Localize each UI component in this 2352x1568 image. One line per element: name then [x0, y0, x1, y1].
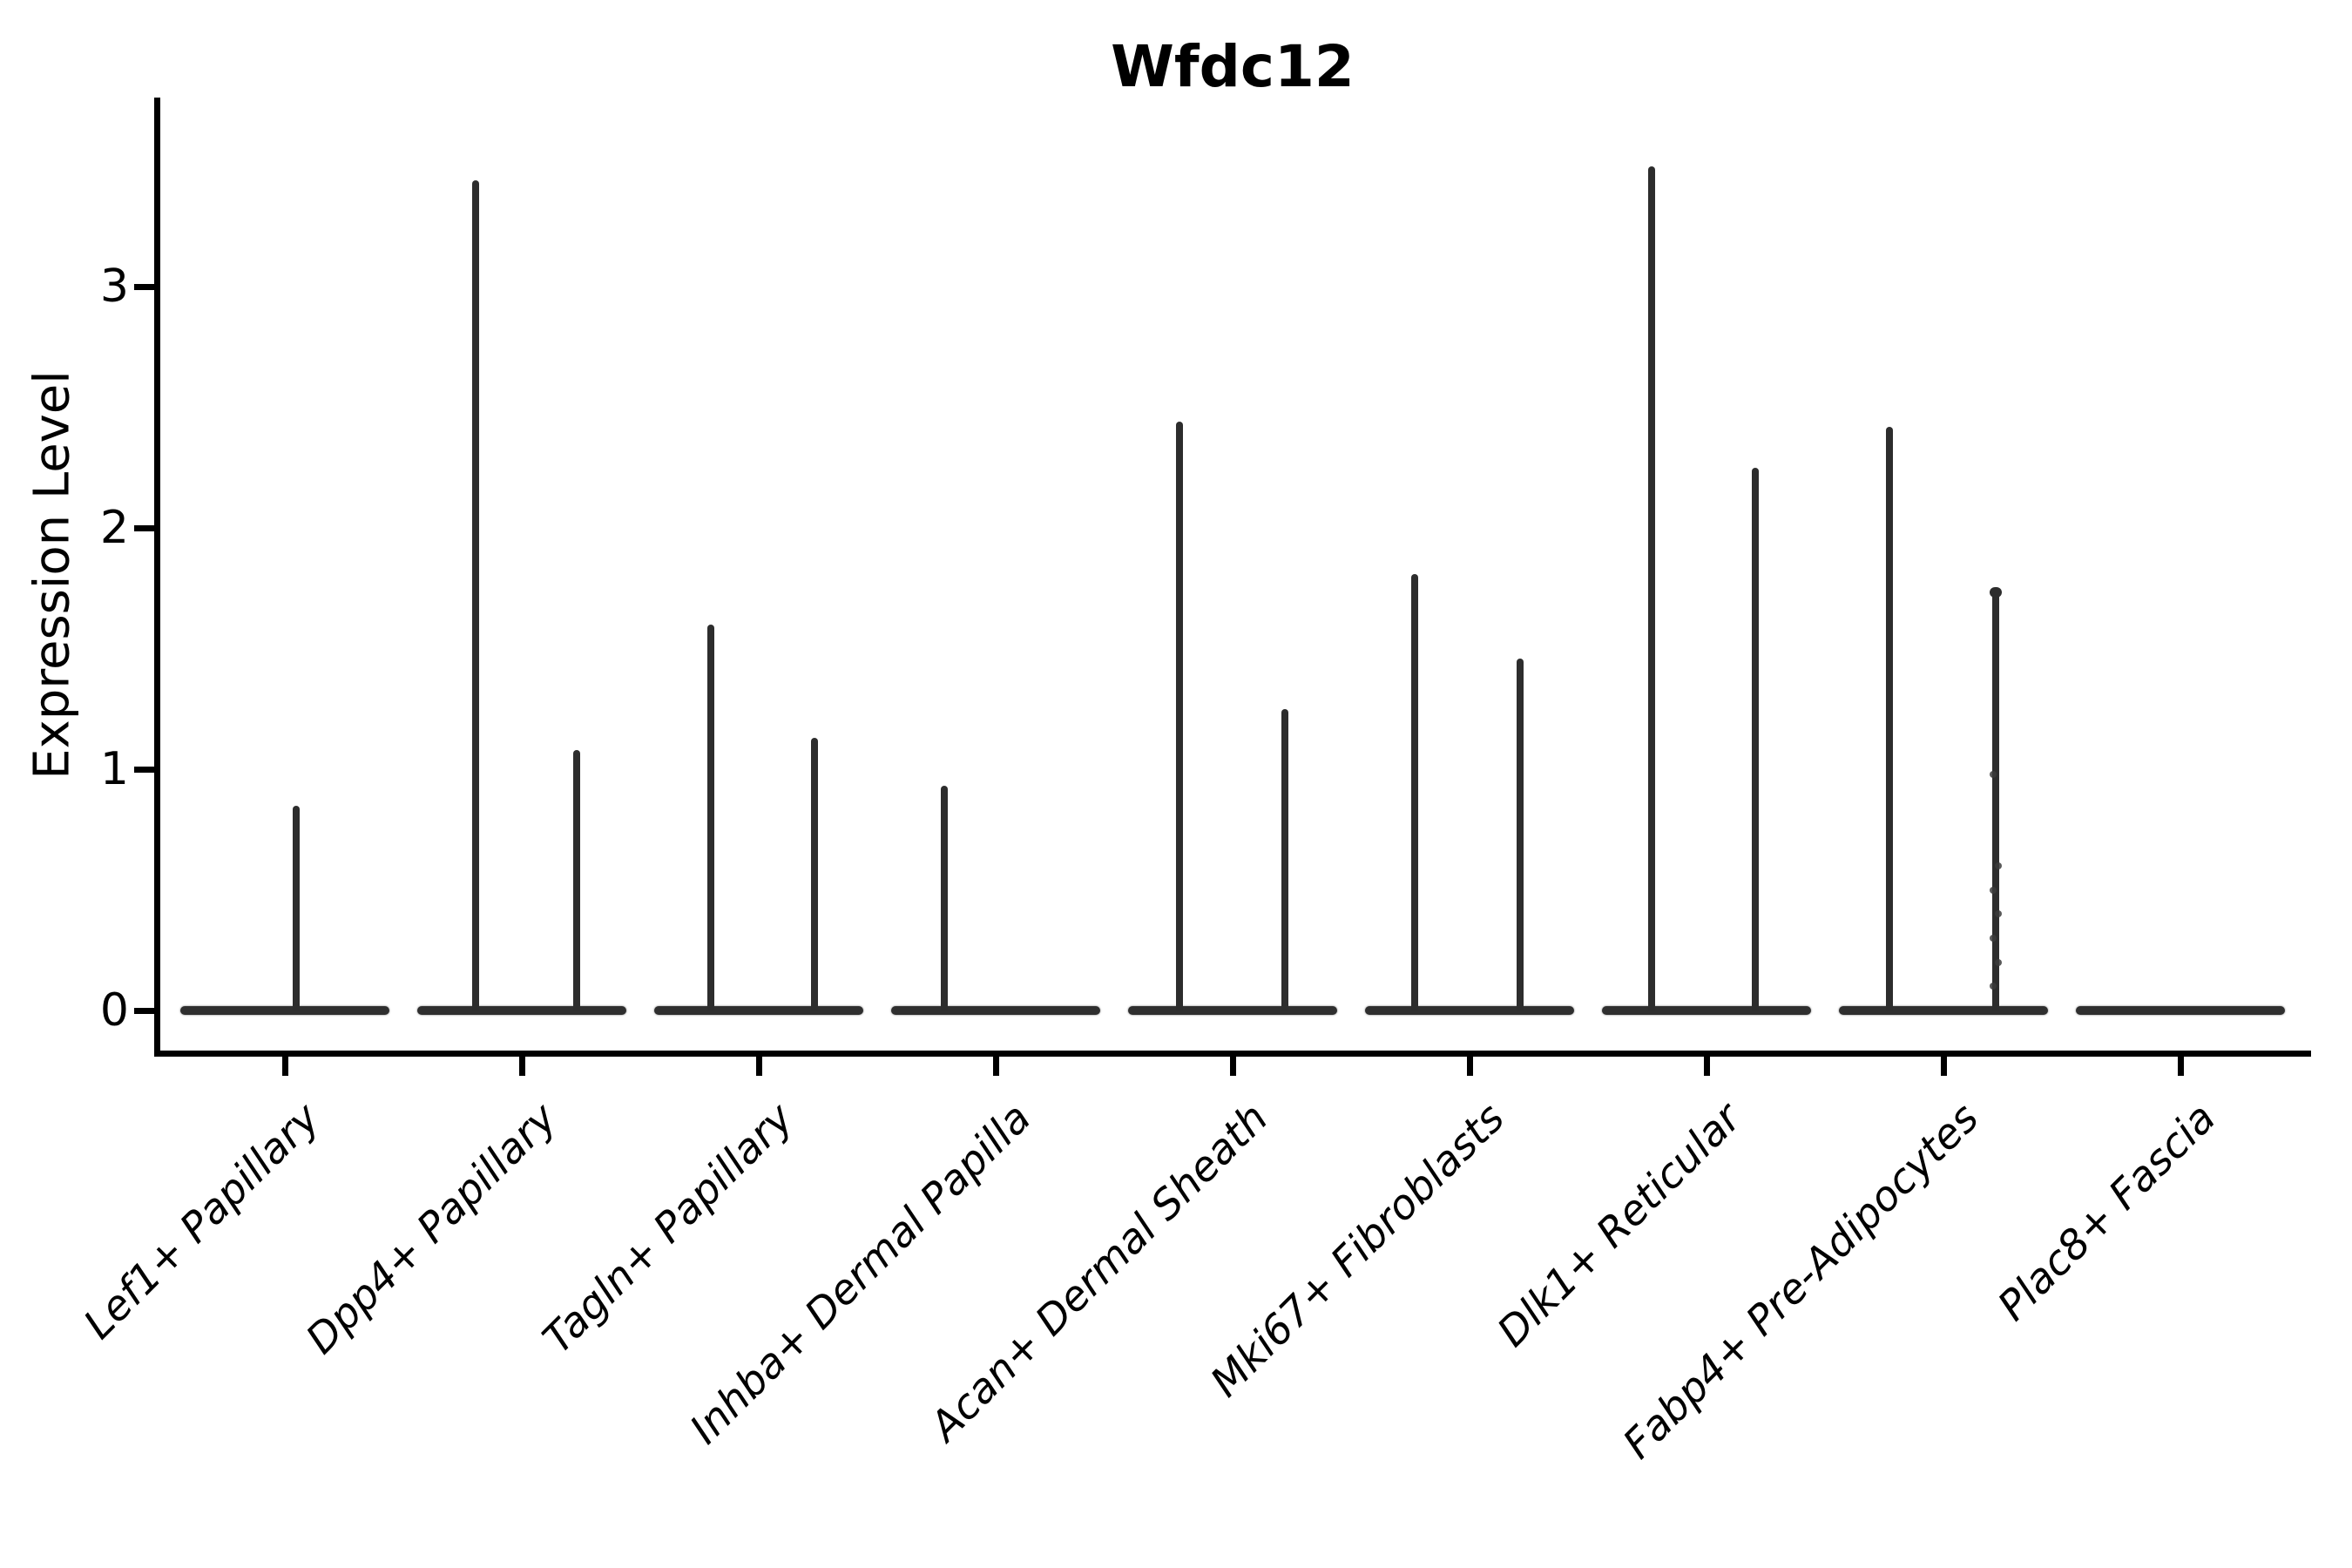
expression-point — [1995, 910, 2002, 918]
y-tick-mark — [134, 767, 155, 773]
violin-max-spike — [811, 737, 818, 1010]
x-tick-label: Lef1+ Papillary — [74, 1094, 329, 1349]
x-tick-label: Dlk1+ Reticular — [1488, 1094, 1751, 1356]
x-tick-mark — [2178, 1057, 2184, 1076]
x-tick-label: Tagln+ Papillary — [534, 1094, 803, 1363]
x-tick-mark — [1704, 1057, 1710, 1076]
y-axis-label: Expression Level — [24, 370, 81, 780]
violin-zero-bar — [654, 1006, 863, 1015]
chart-title: Wfdc12 — [1111, 33, 1355, 100]
expression-point — [1990, 934, 1997, 942]
expression-point — [1990, 983, 1997, 990]
y-tick-mark — [134, 525, 155, 531]
violin-max-spike — [707, 624, 714, 1010]
y-tick-label: 0 — [99, 984, 129, 1037]
x-tick-mark — [1230, 1057, 1236, 1076]
expression-point — [1990, 886, 1997, 894]
violin-zero-bar — [417, 1006, 626, 1015]
violin-zero-bar — [180, 1006, 389, 1015]
y-tick-label: 2 — [99, 502, 129, 554]
expression-point — [1995, 862, 2002, 869]
violin-max-spike — [293, 805, 300, 1010]
violin-max-spike — [1411, 573, 1418, 1010]
x-tick-mark — [1467, 1057, 1473, 1076]
x-tick-mark — [1941, 1057, 1947, 1076]
violin-max-spike — [1648, 166, 1655, 1010]
y-tick-mark — [134, 284, 155, 290]
x-tick-mark — [993, 1057, 999, 1076]
violin-max-spike — [1752, 467, 1759, 1010]
violin-zero-bar — [1365, 1006, 1574, 1015]
violin-zero-bar — [891, 1006, 1100, 1015]
violin-max-spike — [1886, 426, 1893, 1010]
y-tick-mark — [134, 1008, 155, 1014]
expression-point — [1990, 770, 1997, 778]
violin-max-spike — [941, 786, 948, 1010]
x-axis-line — [154, 1051, 2311, 1057]
violin-zero-bar — [2076, 1006, 2285, 1015]
x-tick-label: Plac8+ Fascia — [1988, 1094, 2225, 1331]
x-tick-mark — [756, 1057, 762, 1076]
y-tick-label: 3 — [99, 260, 129, 313]
violin-max-spike — [1176, 422, 1183, 1010]
violin-max-spike — [1281, 708, 1288, 1010]
violin-max-spike — [1517, 658, 1524, 1010]
x-tick-label: Dpp4+ Papillary — [296, 1094, 566, 1364]
violin-max-spike — [1992, 591, 1999, 1010]
expression-point — [1995, 958, 2002, 966]
violin-zero-bar — [1128, 1006, 1337, 1015]
violin-zero-bar — [1839, 1006, 2048, 1015]
y-tick-label: 1 — [99, 743, 129, 795]
x-tick-mark — [519, 1057, 525, 1076]
violin-zero-bar — [1602, 1006, 1811, 1015]
y-axis-line — [154, 98, 160, 1057]
spike-top-point — [1990, 587, 2002, 598]
x-tick-mark — [282, 1057, 288, 1076]
violin-max-spike — [573, 749, 580, 1010]
violin-max-spike — [472, 180, 479, 1010]
